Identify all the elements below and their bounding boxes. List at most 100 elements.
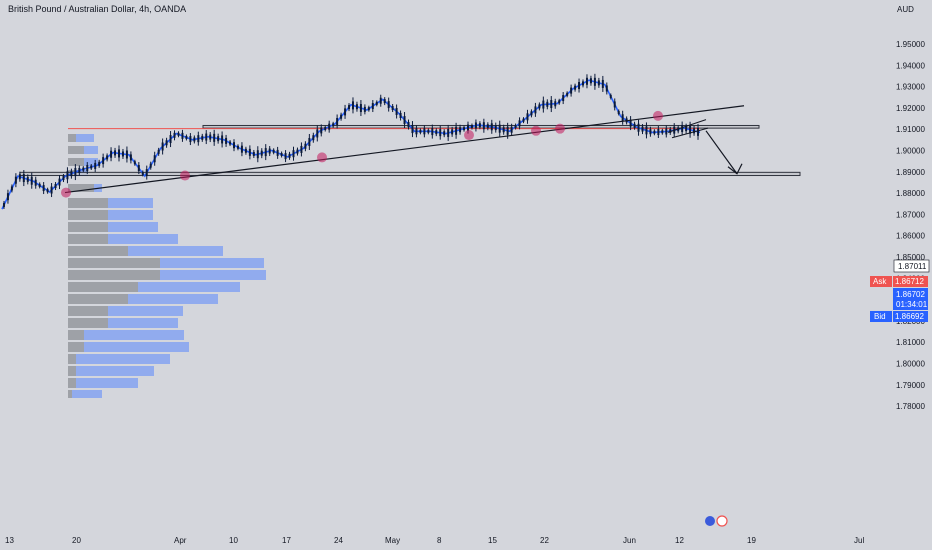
candle-body [415, 128, 418, 135]
candle-body [391, 106, 394, 111]
ascending-trendline[interactable] [64, 105, 745, 194]
candle-body [407, 122, 410, 128]
touch-marker [464, 130, 474, 141]
candle-body [518, 120, 521, 127]
candle-body [530, 111, 533, 116]
candle-body [276, 149, 279, 156]
price-tick-label: 1.79000 [896, 381, 925, 390]
volume-profile-gray [68, 354, 76, 364]
candle-body [641, 126, 644, 132]
volume-profile-blue [76, 134, 94, 142]
candle-body [10, 186, 13, 191]
candle-body [379, 97, 382, 104]
time-tick-label: 19 [747, 536, 756, 545]
time-scale-panel[interactable] [0, 532, 932, 550]
candle-body [621, 114, 624, 122]
candle-body [637, 123, 640, 132]
sr-zone[interactable] [19, 171, 801, 177]
candle-body [58, 178, 61, 186]
candle-body [661, 130, 664, 134]
candle-body [110, 150, 113, 158]
price-tick-label: 1.93000 [896, 83, 925, 92]
projection-arrow[interactable] [705, 130, 738, 175]
candle-body [451, 129, 454, 135]
candle-body [589, 78, 592, 84]
volume-profile-blue [84, 146, 98, 154]
candle-body [106, 155, 109, 160]
candle-body [129, 154, 132, 161]
candle-body [613, 101, 616, 108]
candle-body [653, 130, 656, 134]
volume-profile-gray [68, 210, 108, 220]
candle-body [268, 148, 271, 154]
candle-body [70, 171, 73, 177]
candle-body [304, 143, 307, 149]
candle-body [292, 150, 295, 158]
time-tick-label: Apr [174, 536, 187, 545]
volume-profile-blue [72, 390, 102, 398]
candle-body [494, 125, 497, 131]
candle-body [300, 145, 303, 153]
candle-body [395, 107, 398, 115]
candle-body [371, 103, 374, 110]
touch-marker [61, 187, 71, 198]
candle-body [229, 141, 232, 145]
candle-body [649, 129, 652, 135]
volume-profile-gray [68, 378, 76, 388]
candle-body [546, 101, 549, 107]
candle-body [435, 130, 438, 135]
candle-body [221, 135, 224, 144]
volume-profile-gray [68, 198, 108, 208]
candle-body [514, 125, 517, 129]
volume-profile-blue [76, 366, 154, 376]
candle-body [98, 161, 101, 166]
candle-body [18, 174, 21, 180]
candle-body [90, 165, 93, 169]
candle-body [562, 95, 565, 102]
candle-body [94, 162, 97, 169]
candle-body [62, 176, 65, 181]
candle-body [165, 140, 168, 146]
candle-body [66, 171, 69, 180]
time-tick-label: 10 [229, 536, 238, 545]
candle-body [554, 101, 557, 107]
price-tick-label: 1.91000 [896, 125, 925, 134]
candle-body [566, 92, 569, 96]
candle-body [272, 149, 275, 153]
candle-body [26, 176, 29, 182]
wedge-lower-line[interactable] [671, 127, 709, 139]
wedge-upper-line[interactable] [667, 119, 707, 133]
candle-body [597, 80, 600, 86]
candle-body [82, 167, 85, 171]
candle-body [256, 150, 259, 159]
event-flag-icon[interactable] [705, 516, 715, 526]
candle-body [197, 135, 200, 143]
event-flag-icon[interactable] [716, 515, 728, 527]
candle-body [340, 114, 343, 119]
candle-body [42, 185, 45, 192]
candle-body [403, 116, 406, 125]
volume-profile-blue [108, 234, 178, 244]
candle-body [157, 149, 160, 154]
candle-body [38, 183, 41, 187]
candle-body [359, 104, 362, 113]
volume-profile-gray [68, 294, 128, 304]
candle-body [681, 125, 684, 133]
candle-body [657, 128, 660, 135]
candle-body [34, 179, 37, 186]
volume-profile-blue [128, 246, 223, 256]
ask-badge [870, 276, 892, 287]
candle-body [578, 82, 581, 90]
volume-profile-gray [68, 342, 84, 352]
candle-body [534, 106, 537, 114]
candle-body [149, 163, 152, 168]
volume-profile-gray [68, 366, 76, 376]
candle-body [336, 117, 339, 125]
candle-body [685, 126, 688, 132]
candle-body [102, 157, 105, 165]
volume-profile-gray [68, 146, 84, 154]
candle-body [526, 113, 529, 121]
arrow-head [727, 163, 743, 175]
